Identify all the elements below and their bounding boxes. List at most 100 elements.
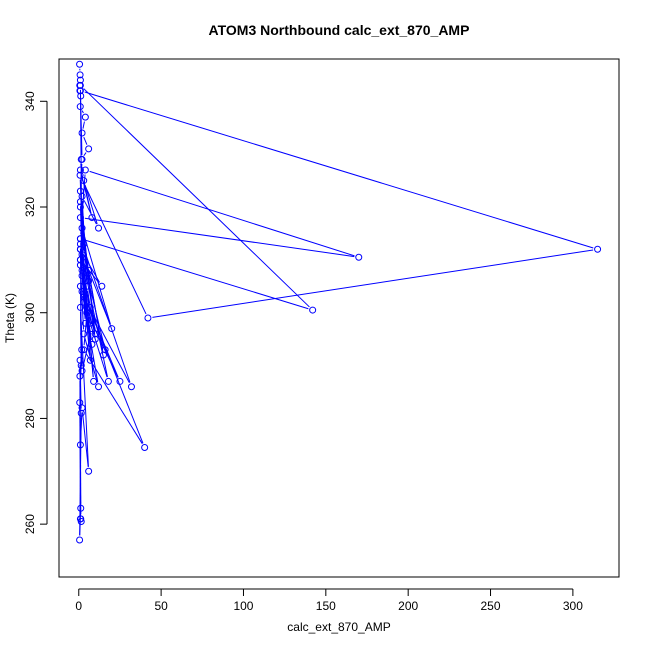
y-tick-label: 280: [23, 408, 37, 428]
x-tick-label: 150: [316, 599, 336, 613]
data-point: [594, 245, 602, 253]
data-point: [76, 166, 84, 174]
data-point: [86, 303, 94, 311]
y-tick-label: 320: [23, 197, 37, 217]
data-point: [83, 309, 91, 317]
series-segment: [83, 200, 97, 225]
data-point: [88, 325, 96, 333]
x-tick-label: 100: [233, 599, 253, 613]
series-segment: [81, 179, 147, 315]
data-point: [76, 441, 84, 449]
data-point: [127, 383, 135, 391]
data-point: [85, 467, 93, 475]
data-point: [95, 224, 103, 232]
data-point: [85, 145, 93, 153]
data-point: [80, 293, 88, 301]
series-segment: [81, 290, 144, 444]
x-tick-label: 0: [75, 599, 82, 613]
series-segment: [84, 217, 355, 258]
series-segment: [82, 258, 105, 346]
series-segment: [83, 136, 88, 145]
data-point: [104, 377, 112, 385]
series-segment: [81, 110, 84, 114]
data-point: [76, 282, 84, 290]
series-segment: [85, 353, 143, 444]
data-point: [141, 444, 149, 451]
data-point: [81, 277, 89, 285]
x-axis-label: calc_ext_870_AMP: [287, 620, 390, 634]
chart-title: ATOM3 Northbound calc_ext_870_AMP: [209, 22, 470, 38]
data-point: [76, 87, 84, 95]
data-point: [88, 214, 96, 222]
data-point: [77, 518, 85, 525]
data-point: [144, 314, 152, 322]
x-tick-label: 200: [398, 599, 418, 613]
y-axis: 260 280 300 320 340: [23, 91, 48, 534]
data-point: [76, 399, 84, 407]
data-point: [90, 377, 98, 385]
series-segment: [85, 300, 130, 383]
data-point: [78, 272, 86, 280]
series-segment: [84, 239, 309, 310]
data-point: [76, 60, 84, 68]
data-point: [101, 346, 109, 354]
series-segment: [84, 91, 594, 249]
series-segment: [80, 311, 89, 467]
data-point: [76, 203, 84, 211]
data-point: [85, 266, 93, 274]
data-point: [77, 92, 85, 100]
data-point: [76, 256, 84, 264]
data-point: [76, 303, 84, 311]
series-layer: [76, 60, 602, 544]
series-segment: [82, 263, 100, 284]
x-tick-label: 300: [563, 599, 583, 613]
series-segment: [84, 184, 92, 214]
data-point: [76, 187, 84, 195]
data-point: [77, 362, 85, 370]
series-segment: [89, 170, 355, 257]
x-tick-label: 50: [154, 599, 168, 613]
data-point: [91, 330, 99, 338]
series-segment: [83, 152, 87, 157]
data-point: [76, 81, 84, 89]
data-point: [78, 266, 86, 274]
data-point: [81, 113, 89, 121]
data-point: [76, 198, 84, 206]
data-point: [86, 356, 94, 364]
data-point: [76, 103, 84, 111]
y-tick-label: 300: [23, 302, 37, 322]
data-point: [80, 346, 88, 354]
data-point: [116, 377, 124, 385]
data-point: [77, 504, 85, 512]
data-point: [76, 71, 84, 79]
data-point: [77, 409, 85, 417]
data-point: [78, 346, 86, 354]
series-segment: [82, 252, 101, 283]
data-point: [76, 245, 84, 253]
data-point: [81, 319, 89, 327]
data-point: [80, 298, 88, 306]
x-axis: 0 50 100 150 200 250 300: [75, 588, 583, 613]
data-point: [76, 76, 84, 84]
data-point: [78, 155, 86, 163]
y-tick-label: 340: [23, 91, 37, 111]
data-point: [76, 536, 84, 544]
series-segment: [82, 121, 85, 129]
data-point: [85, 277, 93, 285]
data-point: [76, 214, 84, 222]
y-axis-label: Theta (K): [3, 293, 17, 343]
data-point: [81, 166, 89, 174]
data-point: [76, 240, 84, 248]
data-point: [76, 356, 84, 364]
data-point: [95, 383, 103, 391]
plot-box: [58, 58, 620, 578]
series-segment: [80, 253, 108, 378]
data-point: [76, 235, 84, 243]
series-segment: [84, 338, 98, 383]
data-point: [76, 372, 84, 380]
data-point: [80, 330, 88, 338]
data-point: [88, 340, 96, 348]
data-point: [108, 325, 116, 333]
data-point: [309, 306, 317, 314]
